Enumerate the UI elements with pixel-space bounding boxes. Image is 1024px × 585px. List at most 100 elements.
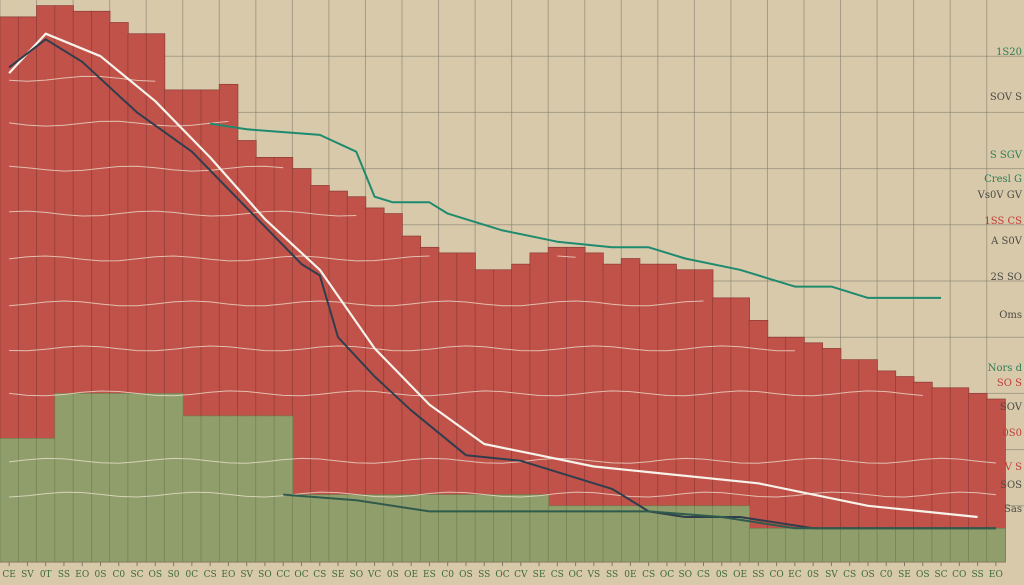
right-axis-label: 1S20	[996, 47, 1022, 58]
bar-series-2	[986, 527, 1006, 563]
bar-series-2	[72, 393, 93, 563]
right-axis-label: 0S0	[1002, 428, 1022, 439]
x-tick-label: CS	[551, 570, 564, 580]
bar-series-2	[748, 527, 769, 563]
bar-texture-line	[9, 491, 996, 498]
x-tick-label: OS	[916, 570, 930, 580]
x-tick-label: SV	[825, 570, 838, 580]
bar-texture-line	[9, 165, 284, 172]
x-tick-label: CO	[769, 570, 783, 580]
x-tick-label: OE	[404, 570, 418, 580]
bar-series-2	[182, 415, 202, 563]
bar-series-2	[127, 393, 147, 563]
bar-series-2	[949, 527, 970, 563]
x-tick-label: CS	[204, 570, 217, 580]
right-axis-label: Vs0V GV	[977, 190, 1023, 201]
x-tick-label: OC	[294, 570, 308, 580]
bar-series-2	[401, 494, 421, 563]
bar-series-2	[712, 505, 732, 563]
x-tick-label: SS	[478, 570, 490, 580]
bar-series-2	[310, 494, 330, 563]
x-tick-label: CV	[514, 570, 528, 580]
x-tick-label: C0	[112, 570, 125, 580]
x-tick-label: S0	[168, 570, 180, 580]
right-axis-label: Cresl G	[984, 174, 1022, 185]
bar-series-2	[0, 438, 19, 563]
x-tick-label: OS	[149, 570, 163, 580]
x-tick-label: SE	[533, 570, 546, 580]
bar-series-2	[602, 505, 622, 563]
x-tick-label: EO	[75, 570, 89, 580]
right-axis-label: SOV	[1000, 402, 1023, 413]
bar-series-2	[292, 494, 312, 563]
bar-series-2	[474, 494, 495, 563]
x-tick-label: OC	[660, 570, 674, 580]
bar-series-2	[821, 527, 842, 563]
bar-series-2	[17, 438, 38, 563]
bar-series-2	[767, 527, 787, 563]
x-tick-label: C0	[441, 570, 454, 580]
bar-series-2	[913, 527, 933, 563]
bar-series-2	[346, 494, 367, 563]
x-tick-label: C0	[880, 570, 893, 580]
x-tick-label: CE	[2, 570, 15, 580]
bar-series-2	[109, 393, 129, 563]
bar-series-2	[858, 527, 878, 563]
bar-texture-line	[9, 255, 576, 262]
x-tick-label: SS	[971, 570, 983, 580]
x-tick-label: SV	[21, 570, 34, 580]
bar-series-2	[456, 494, 476, 563]
bar-series-2	[511, 494, 531, 563]
x-tick-label: SO	[678, 570, 692, 580]
bar-texture-line	[9, 120, 229, 127]
line-series-layer	[8, 32, 996, 530]
right-axis-label: Nors d	[988, 363, 1023, 374]
right-axis-label: A S0V	[990, 236, 1023, 247]
x-tick-label: CS	[843, 570, 856, 580]
bar-series-2	[145, 393, 166, 563]
bar-texture-lines	[9, 75, 996, 498]
x-tick-label: 0C	[186, 570, 199, 580]
bar-series-2	[803, 527, 823, 563]
bar-series-2	[584, 505, 604, 563]
bar-series-2	[255, 415, 275, 563]
line-series-1	[209, 122, 941, 299]
right-axis-label: Sas	[1004, 504, 1022, 515]
x-tick-label: SC	[131, 570, 144, 580]
bar-series-2	[438, 494, 458, 563]
bars-series-2	[0, 393, 1006, 563]
bar-texture-line	[9, 457, 996, 464]
x-tick-label: VS	[587, 570, 601, 580]
x-tick-label: EO	[989, 570, 1003, 580]
x-tick-label: EC	[788, 570, 802, 580]
x-tick-label: OE	[733, 570, 747, 580]
x-tick-label: CC	[276, 570, 290, 580]
x-tick-label: OC	[568, 570, 582, 580]
bar-series-2	[785, 527, 805, 563]
x-tick-label: SS	[58, 570, 70, 580]
bar-texture-line	[9, 345, 795, 352]
right-axis-label: 2S SO	[991, 272, 1022, 283]
bar-series-2	[237, 415, 257, 563]
bar-series-2	[529, 494, 549, 563]
x-tick-label: CS	[697, 570, 710, 580]
x-tick-label: ES	[423, 570, 436, 580]
x-axis-ticks: CE SV 0T SS EO 0S C0 SC OS S0 0C CS EO SV SO CC OC CS SE SO…	[2, 562, 1003, 580]
line-series-3	[8, 38, 996, 530]
x-tick-label: SS	[752, 570, 764, 580]
bar-series-2	[620, 505, 641, 563]
bar-series-2	[91, 393, 111, 563]
x-tick-label: SS	[606, 570, 618, 580]
bar-series-2	[200, 415, 220, 563]
right-axis-label: SOV S	[990, 92, 1022, 103]
line-series-2	[8, 32, 978, 519]
bar-series-2	[54, 393, 74, 563]
bar-series-2	[895, 527, 915, 563]
x-tick-label: SO	[258, 570, 272, 580]
bar-series-2	[968, 527, 988, 563]
bar-series-2	[931, 527, 951, 563]
right-label-column: 1S20 SOV S S SGV Cresl G Vs0V GV 1SS CS A S0V 2…	[977, 47, 1023, 515]
bar-series-2	[36, 438, 56, 563]
bar-series-1	[748, 319, 769, 563]
